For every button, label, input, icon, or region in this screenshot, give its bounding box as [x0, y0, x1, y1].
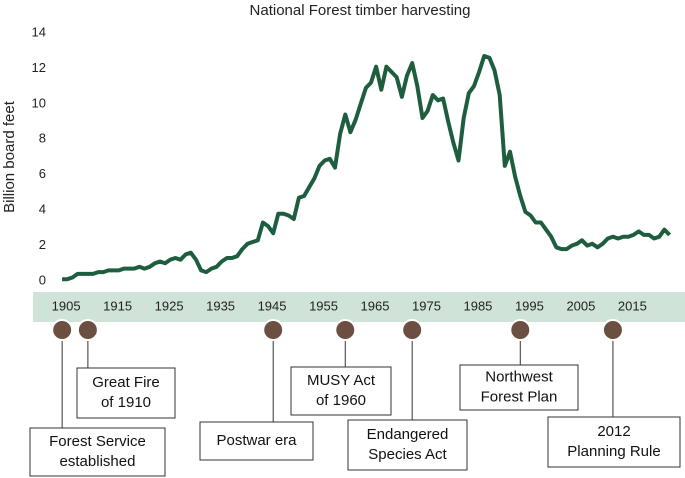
x-tick-label: 1985: [463, 298, 492, 313]
event-label: MUSY Act: [307, 372, 376, 389]
event-dot: [509, 319, 532, 341]
event-label: Planning Rule: [567, 443, 660, 460]
y-axis-label: Billion board feet: [1, 100, 18, 213]
event-box: [29, 427, 166, 477]
x-tick-label: 1905: [52, 298, 81, 313]
event-label: established: [60, 453, 136, 470]
event-box: [459, 364, 579, 411]
y-tick-label: 8: [39, 131, 46, 146]
x-tick-label: 1955: [309, 298, 338, 313]
event-box: [76, 367, 176, 419]
chart-title: National Forest timber harvesting: [250, 2, 471, 19]
event-label: Northwest: [485, 368, 553, 385]
x-tick-label: 1935: [206, 298, 235, 313]
x-tick-label: 2015: [618, 298, 647, 313]
x-tick-label: 1945: [258, 298, 287, 313]
event-label: of 1910: [101, 394, 151, 411]
event-label: Postwar era: [216, 432, 297, 449]
event-label: Endangered: [367, 426, 449, 443]
y-tick-label: 2: [39, 237, 46, 252]
y-tick-label: 6: [39, 166, 46, 181]
event-label: Great Fire: [92, 374, 160, 391]
event-box: [347, 419, 468, 471]
event-dot: [76, 319, 99, 341]
x-tick-label: 1975: [412, 298, 441, 313]
x-tick-label: 1965: [361, 298, 390, 313]
event-label: of 1960: [316, 392, 366, 409]
event-label: 2012: [597, 423, 630, 440]
event-label: Species Act: [368, 446, 447, 463]
event-label: Forest Service: [49, 433, 146, 450]
event-dot: [262, 319, 285, 341]
event-dot: [401, 319, 424, 341]
y-tick-label: 14: [32, 24, 46, 39]
x-tick-label: 1915: [103, 298, 132, 313]
timeline-band: [33, 292, 685, 322]
event-box: [199, 421, 314, 461]
y-tick-label: 0: [39, 272, 46, 287]
y-tick-label: 4: [39, 202, 46, 217]
event-box: [290, 366, 392, 416]
event-dot: [334, 319, 357, 341]
data-line: [62, 54, 672, 282]
x-tick-label: 1925: [155, 298, 184, 313]
y-tick-label: 10: [32, 95, 46, 110]
x-tick-label: 2005: [566, 298, 595, 313]
y-tick-label: 12: [32, 60, 46, 75]
event-label: Forest Plan: [481, 388, 558, 405]
x-tick-label: 1995: [515, 298, 544, 313]
event-dot: [601, 319, 624, 341]
event-dot: [51, 319, 74, 341]
event-box: [547, 416, 681, 468]
